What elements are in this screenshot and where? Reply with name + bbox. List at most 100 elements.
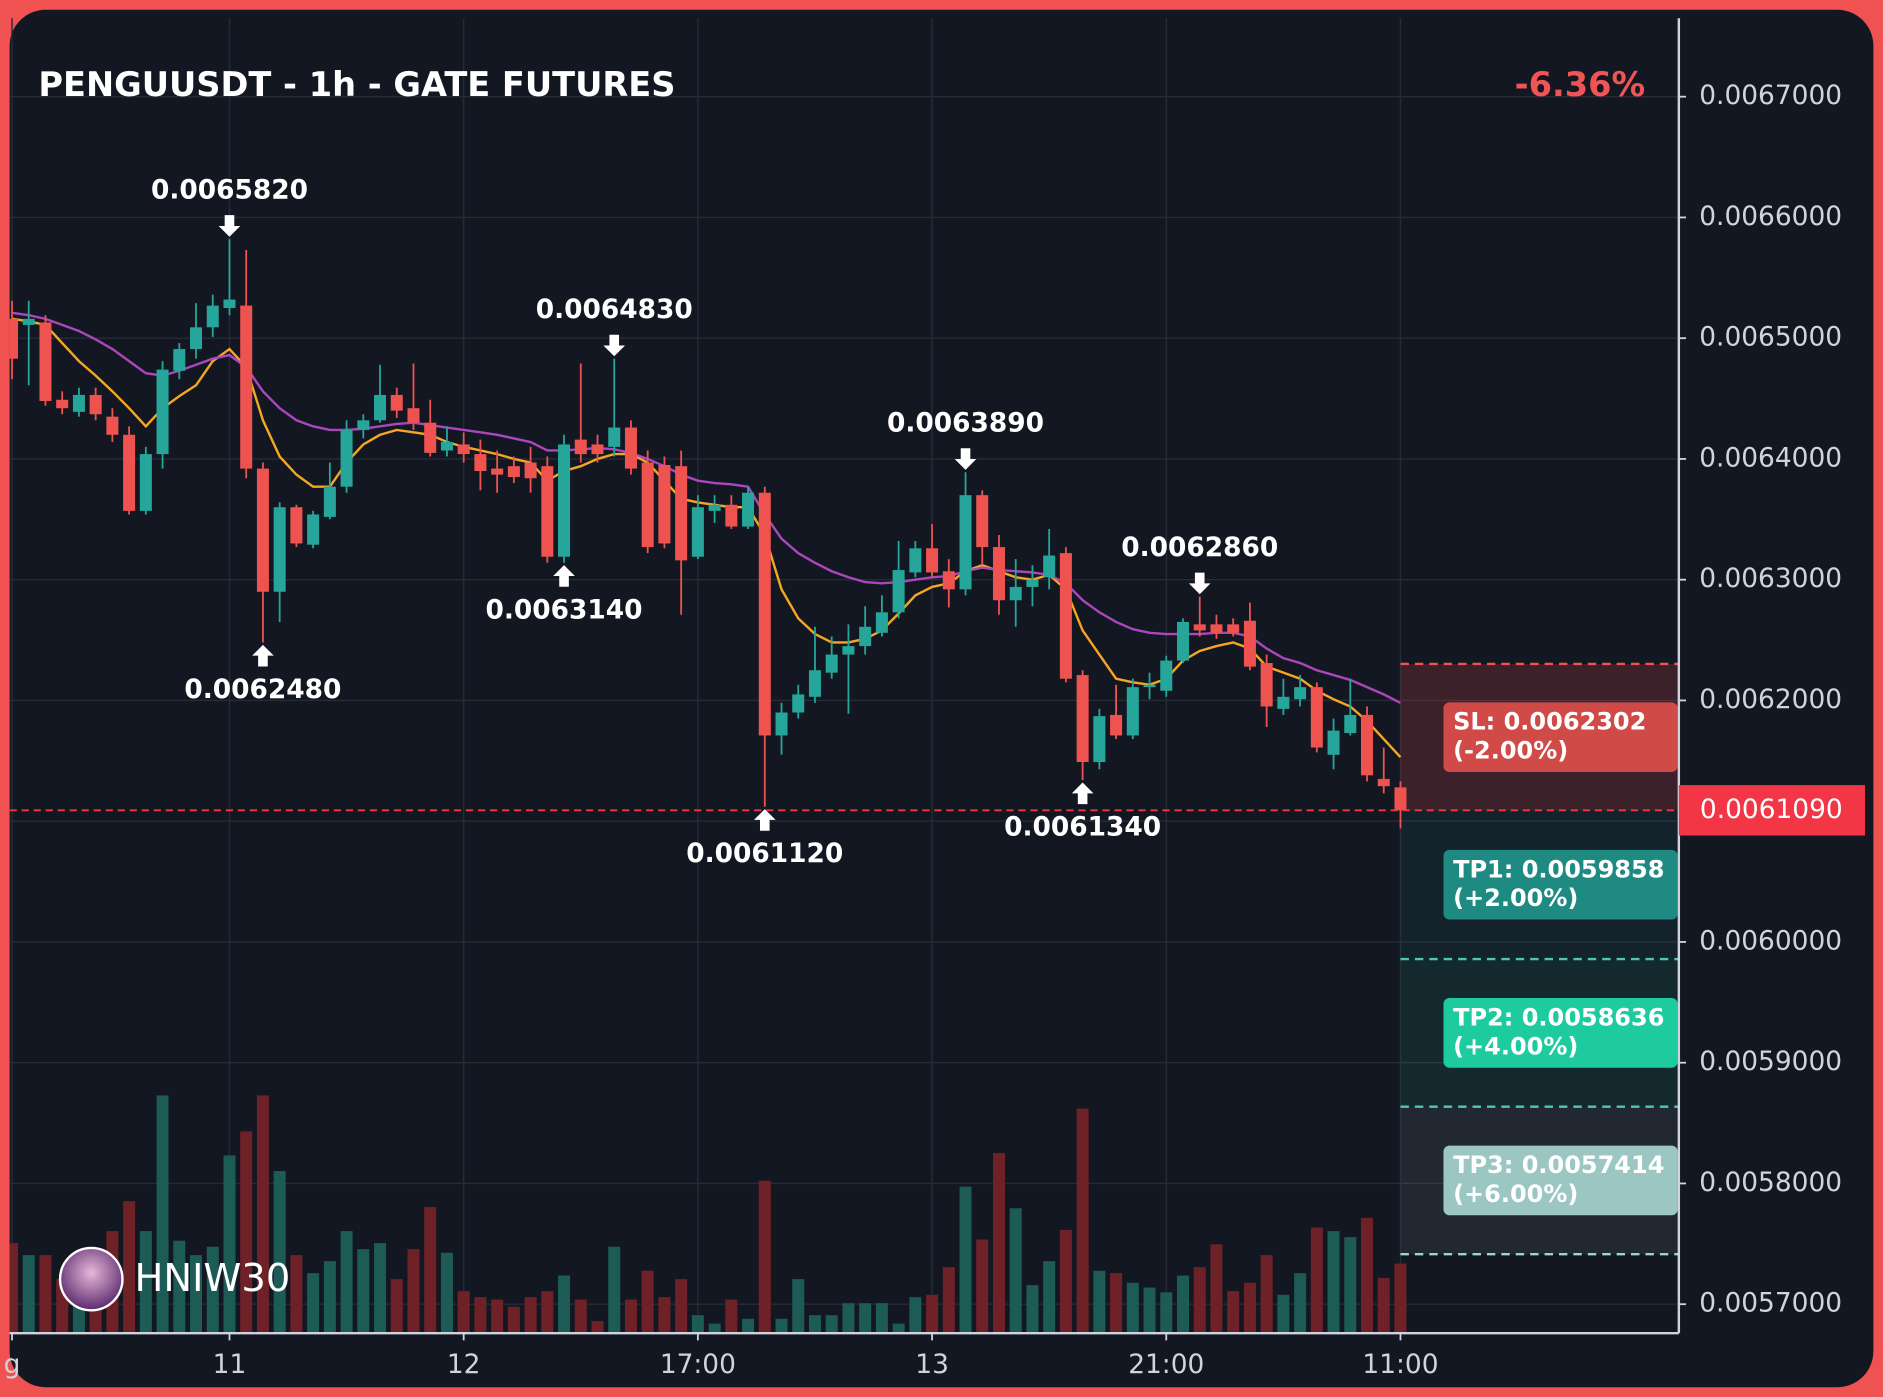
x-tick-label: 13 [915,1349,949,1380]
annotation-arrow [1071,782,1094,805]
volume-bar [758,1180,771,1334]
volume-bar [156,1095,169,1334]
volume-bar [825,1315,838,1334]
volume-bar [725,1299,738,1334]
volume-bar [1076,1108,1089,1334]
volume-bar [1110,1273,1123,1334]
volume-bar [1043,1261,1056,1334]
candle-body [491,468,504,475]
watermark: HNIW30 [135,1256,291,1301]
level-label: TP1: 0.0059858 [1453,855,1664,883]
volume-bar [139,1231,152,1334]
volume-bar [1227,1291,1240,1334]
volume-bar [440,1252,453,1334]
volume-bar [457,1291,470,1334]
candle-body [658,464,671,544]
candle-body [675,466,688,561]
level-box [1443,702,1678,772]
volume-bar [491,1299,504,1334]
candle-body [541,466,554,557]
volume-bar [574,1299,587,1334]
candle-body [1394,787,1407,811]
candle-body [641,462,654,548]
volume-bar [1327,1231,1340,1334]
candle-body [1126,687,1139,736]
candle-body [106,416,119,435]
candle-body [407,408,420,423]
x-tick-label: g [4,1349,21,1380]
volume-bar [658,1297,671,1334]
x-tick-label: 11 [213,1349,247,1380]
candle-body [574,439,587,455]
candle-body [959,495,972,590]
y-tick-label: 0.0060000 [1699,925,1842,956]
volume-bar [173,1240,186,1334]
level-label: SL: 0.0062302 [1453,708,1646,736]
candle-body [307,514,320,545]
candle-body [390,394,403,411]
candle-body [708,504,721,511]
annotation-arrow [954,448,977,470]
volume-bar [1394,1263,1407,1334]
volume-bar [240,1131,253,1334]
x-tick-label: 11:00 [1362,1349,1438,1380]
candle-body [1344,714,1357,734]
level-box [1443,998,1678,1068]
candle-body [909,548,922,573]
volume-bar [39,1255,52,1334]
candle-body [775,712,788,736]
candle-body [22,318,35,325]
candle-body [9,318,19,359]
candle-body [942,571,955,590]
volume-bar [624,1299,637,1334]
volume-bar [541,1291,554,1334]
plot-area [9,18,1679,1334]
candle-body [156,369,169,455]
volume-bar [307,1273,320,1334]
volume-bar [1210,1244,1223,1334]
avatar [58,1246,124,1312]
candle-body [72,394,85,412]
y-tick-label: 0.0065000 [1699,322,1842,353]
volume-bar [808,1315,821,1334]
volume-bar [374,1243,387,1334]
candle-body [1043,555,1056,578]
candle-body [1277,696,1290,709]
candle-body [1059,553,1072,679]
candle-body [808,670,821,697]
y-tick-label: 0.0063000 [1699,563,1842,594]
volume-bar [775,1318,788,1334]
volume-bar [691,1315,704,1334]
candle-body [758,492,771,736]
volume-bar [524,1297,537,1334]
volume-bar [340,1231,353,1334]
volume-bar [290,1255,303,1334]
volume-bar [190,1255,203,1334]
candle-body [374,394,387,421]
volume-bar [1009,1208,1022,1334]
candle-body [440,442,453,451]
candle-body [357,420,370,430]
candle-body [875,612,888,633]
annotation-arrow [218,215,241,237]
x-tick-label: 21:00 [1128,1349,1204,1380]
candle-body [558,444,571,557]
annotation-label: 0.0061340 [1004,812,1161,843]
candle-body [591,444,604,455]
annotation-label: 0.0063140 [486,594,643,625]
overlay: HNIW30 PENGUUSDT - 1h - GATE FUTURES -6.… [4,18,1865,1380]
candle-body [792,694,805,713]
candle-body [1327,730,1340,755]
volume-bar [959,1186,972,1334]
candle-body [859,626,872,647]
volume-bar [942,1267,955,1334]
volume-bar [1344,1237,1357,1334]
level-change: (+4.00%) [1453,1032,1578,1060]
volume-bar [892,1323,905,1334]
volume-bar [1193,1267,1206,1334]
x-tick-label: 17:00 [660,1349,736,1380]
price-change: -6.36% [1515,65,1646,104]
last-price-box [1678,785,1865,836]
candle-body [1260,663,1273,707]
